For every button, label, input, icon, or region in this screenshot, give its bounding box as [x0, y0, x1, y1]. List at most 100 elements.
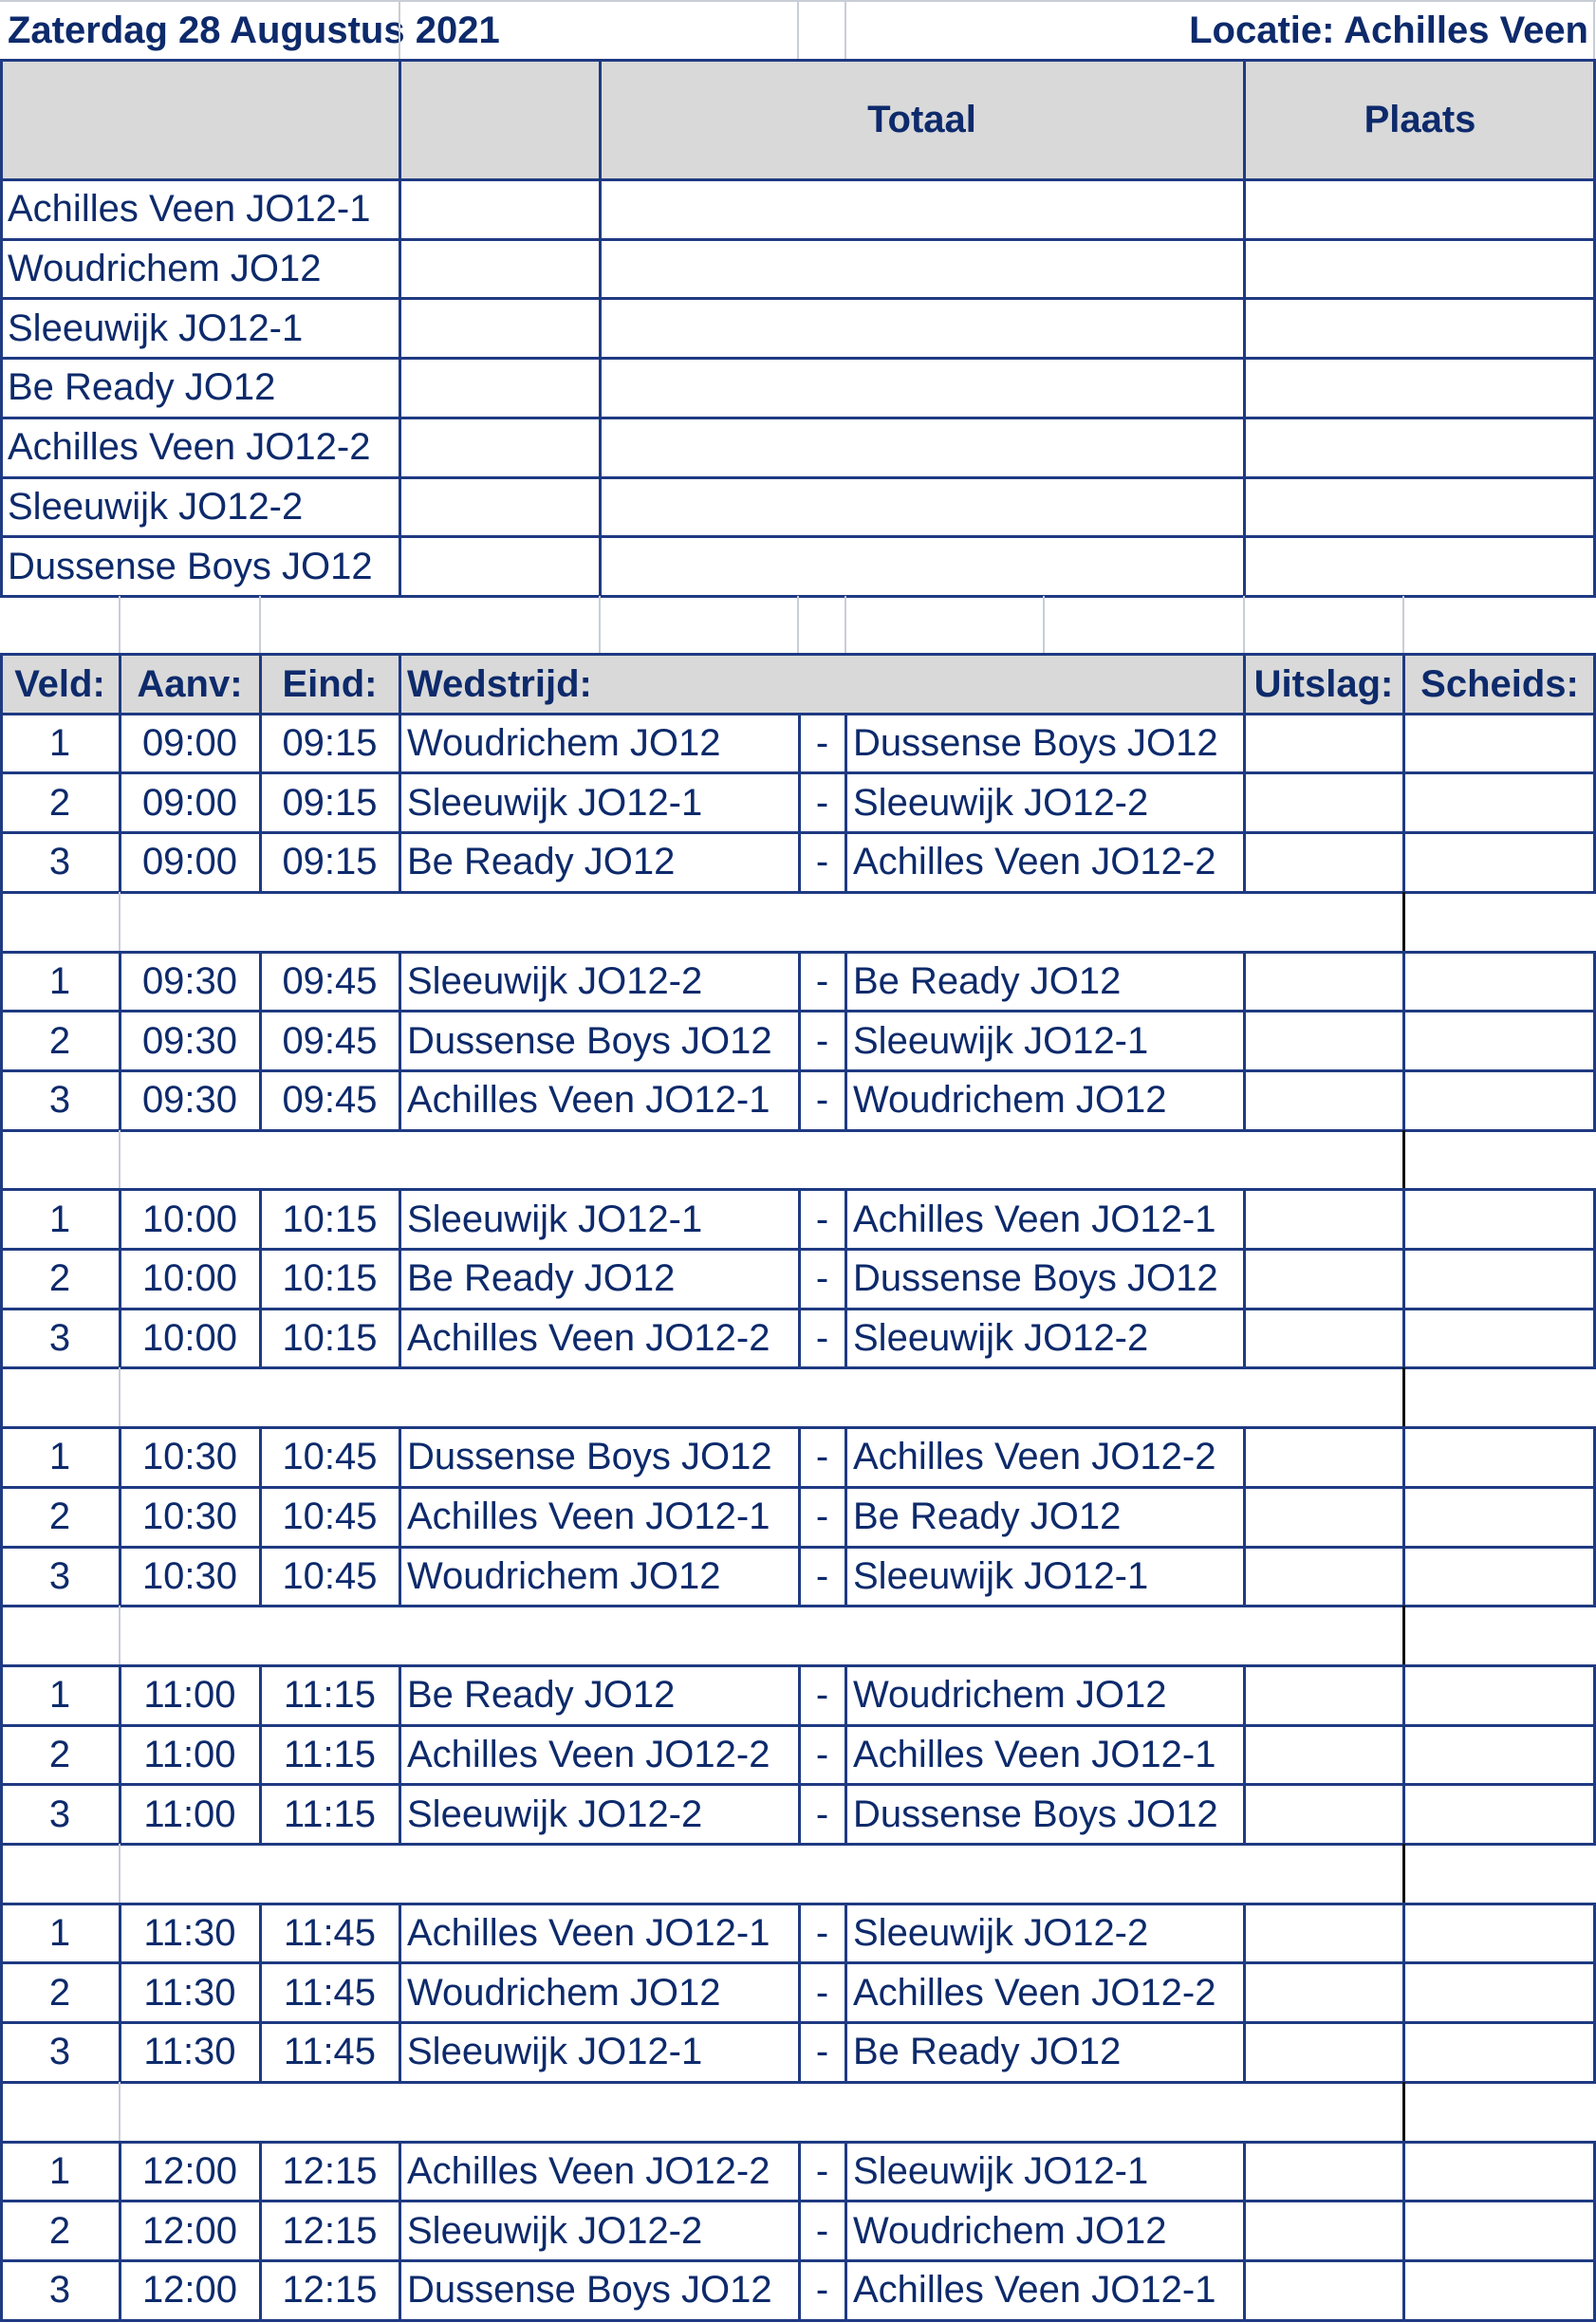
match-col-border-3 — [399, 1189, 401, 1368]
schedule-header-col-border-3 — [399, 654, 401, 714]
match-referee-cell[interactable] — [1403, 2022, 1596, 2082]
match-referee-cell[interactable] — [1403, 1011, 1596, 1070]
schedule-header-col-border-6 — [1593, 654, 1596, 714]
match-referee-cell[interactable] — [1403, 2142, 1596, 2201]
match-col-border-5 — [844, 1189, 847, 1368]
location-title: Locatie: Achilles Veen — [1189, 9, 1588, 51]
match-referee-cell[interactable] — [1403, 1487, 1596, 1547]
match-result-cell[interactable] — [1244, 2142, 1403, 2201]
match-col-border-2 — [259, 1189, 262, 1368]
match-separator: - — [815, 1317, 829, 1360]
match-referee-cell[interactable] — [1403, 1547, 1596, 1607]
match-result-cell[interactable] — [1244, 1427, 1403, 1487]
match-separator: - — [815, 1495, 829, 1538]
match-referee-cell[interactable] — [1403, 1189, 1596, 1249]
match-end-time: 09:45 — [282, 959, 378, 1002]
match-result-cell[interactable] — [1244, 952, 1403, 1012]
match-result-cell[interactable] — [1244, 1547, 1403, 1607]
match-start-time: 10:00 — [141, 1317, 238, 1360]
match-result-cell[interactable] — [1244, 2201, 1403, 2260]
match-end-time: 10:45 — [282, 1554, 378, 1597]
match-col-border-4 — [798, 1664, 801, 1844]
match-home-team: Woudrichem JO12 — [407, 1971, 721, 2014]
standings-col-border-3 — [1243, 60, 1246, 596]
title-gridline-2 — [797, 0, 799, 60]
schedule-header-end: Eind: — [260, 654, 399, 714]
match-referee-cell[interactable] — [1403, 1665, 1596, 1725]
match-result-cell[interactable] — [1244, 714, 1403, 773]
match-col-border-3 — [399, 1427, 401, 1607]
match-result-cell[interactable] — [1244, 2260, 1403, 2320]
match-referee-cell[interactable] — [1403, 1784, 1596, 1844]
match-result-cell[interactable] — [1244, 772, 1403, 832]
schedule-header-match: Wedstrijd: — [399, 654, 1244, 714]
match-field: 1 — [48, 1674, 71, 1717]
round-spacer-border-left — [0, 891, 3, 952]
match-referee-cell[interactable] — [1403, 714, 1596, 773]
match-result-cell[interactable] — [1244, 1665, 1403, 1725]
match-referee-cell[interactable] — [1403, 1904, 1596, 1963]
round-spacer-border-right — [1402, 891, 1405, 952]
match-referee-cell[interactable] — [1403, 832, 1596, 892]
match-col-border-4 — [798, 951, 801, 1130]
match-separator: - — [815, 959, 829, 1002]
match-away-team: Achilles Veen JO12-1 — [853, 1733, 1216, 1775]
match-col-border-0 — [0, 1189, 3, 1368]
match-result-cell[interactable] — [1244, 1189, 1403, 1249]
match-start-time: 09:30 — [141, 959, 238, 1002]
match-col-border-3 — [399, 1903, 401, 2082]
match-start-time: 12:00 — [141, 2269, 238, 2312]
match-away-team: Be Ready JO12 — [853, 2031, 1122, 2073]
match-col-border-4 — [798, 1903, 801, 2082]
match-field: 3 — [48, 1793, 71, 1835]
match-referee-cell[interactable] — [1403, 2260, 1596, 2320]
match-result-cell[interactable] — [1244, 2022, 1403, 2082]
match-home-team: Sleeuwijk JO12-1 — [407, 1198, 703, 1240]
match-result-cell[interactable] — [1244, 1249, 1403, 1309]
standings-team-name: Achilles Veen JO12-2 — [8, 426, 371, 469]
match-result-cell[interactable] — [1244, 1904, 1403, 1963]
match-result-cell[interactable] — [1244, 1011, 1403, 1070]
schedule-header-col-border-5 — [1402, 654, 1405, 714]
schedule-header-result: Uitslag: — [1244, 654, 1403, 714]
standings-header-bottom-border — [0, 178, 1596, 181]
match-home-team: Dussense Boys JO12 — [407, 2269, 772, 2312]
match-referee-cell[interactable] — [1403, 1249, 1596, 1309]
match-referee-cell[interactable] — [1403, 1427, 1596, 1487]
match-separator: - — [815, 1733, 829, 1775]
match-referee-cell[interactable] — [1403, 1309, 1596, 1368]
spacer-gridline-1 — [259, 595, 261, 654]
match-result-cell[interactable] — [1244, 1487, 1403, 1547]
match-referee-cell[interactable] — [1403, 772, 1596, 832]
match-result-cell[interactable] — [1244, 832, 1403, 892]
match-start-time: 09:30 — [141, 1079, 238, 1122]
match-col-border-7 — [1402, 713, 1405, 892]
match-result-cell[interactable] — [1244, 1784, 1403, 1844]
match-separator: - — [815, 1554, 829, 1597]
match-field: 1 — [48, 1198, 71, 1240]
match-separator: - — [815, 1257, 829, 1300]
match-end-time: 11:15 — [283, 1793, 377, 1835]
match-referee-cell[interactable] — [1403, 1962, 1596, 2022]
match-col-border-7 — [1402, 2141, 1405, 2320]
match-home-team: Achilles Veen JO12-2 — [407, 2149, 770, 2192]
round-spacer-gridline — [119, 2081, 121, 2142]
standings-team-name: Achilles Veen JO12-1 — [8, 188, 371, 231]
match-home-team: Woudrichem JO12 — [407, 1554, 721, 1597]
match-col-border-2 — [259, 1664, 262, 1844]
match-end-time: 10:15 — [282, 1257, 378, 1300]
match-col-border-5 — [844, 951, 847, 1130]
match-col-border-7 — [1402, 951, 1405, 1130]
match-referee-cell[interactable] — [1403, 952, 1596, 1012]
match-col-border-0 — [0, 2141, 3, 2320]
match-result-cell[interactable] — [1244, 1070, 1403, 1130]
title-gridline-4 — [1593, 0, 1595, 60]
match-result-cell[interactable] — [1244, 1725, 1403, 1785]
match-result-cell[interactable] — [1244, 1309, 1403, 1368]
match-end-time: 12:15 — [282, 2149, 378, 2192]
match-result-cell[interactable] — [1244, 1962, 1403, 2022]
match-referee-cell[interactable] — [1403, 2201, 1596, 2260]
match-col-border-8 — [1593, 2141, 1596, 2320]
match-referee-cell[interactable] — [1403, 1725, 1596, 1785]
match-referee-cell[interactable] — [1403, 1070, 1596, 1130]
